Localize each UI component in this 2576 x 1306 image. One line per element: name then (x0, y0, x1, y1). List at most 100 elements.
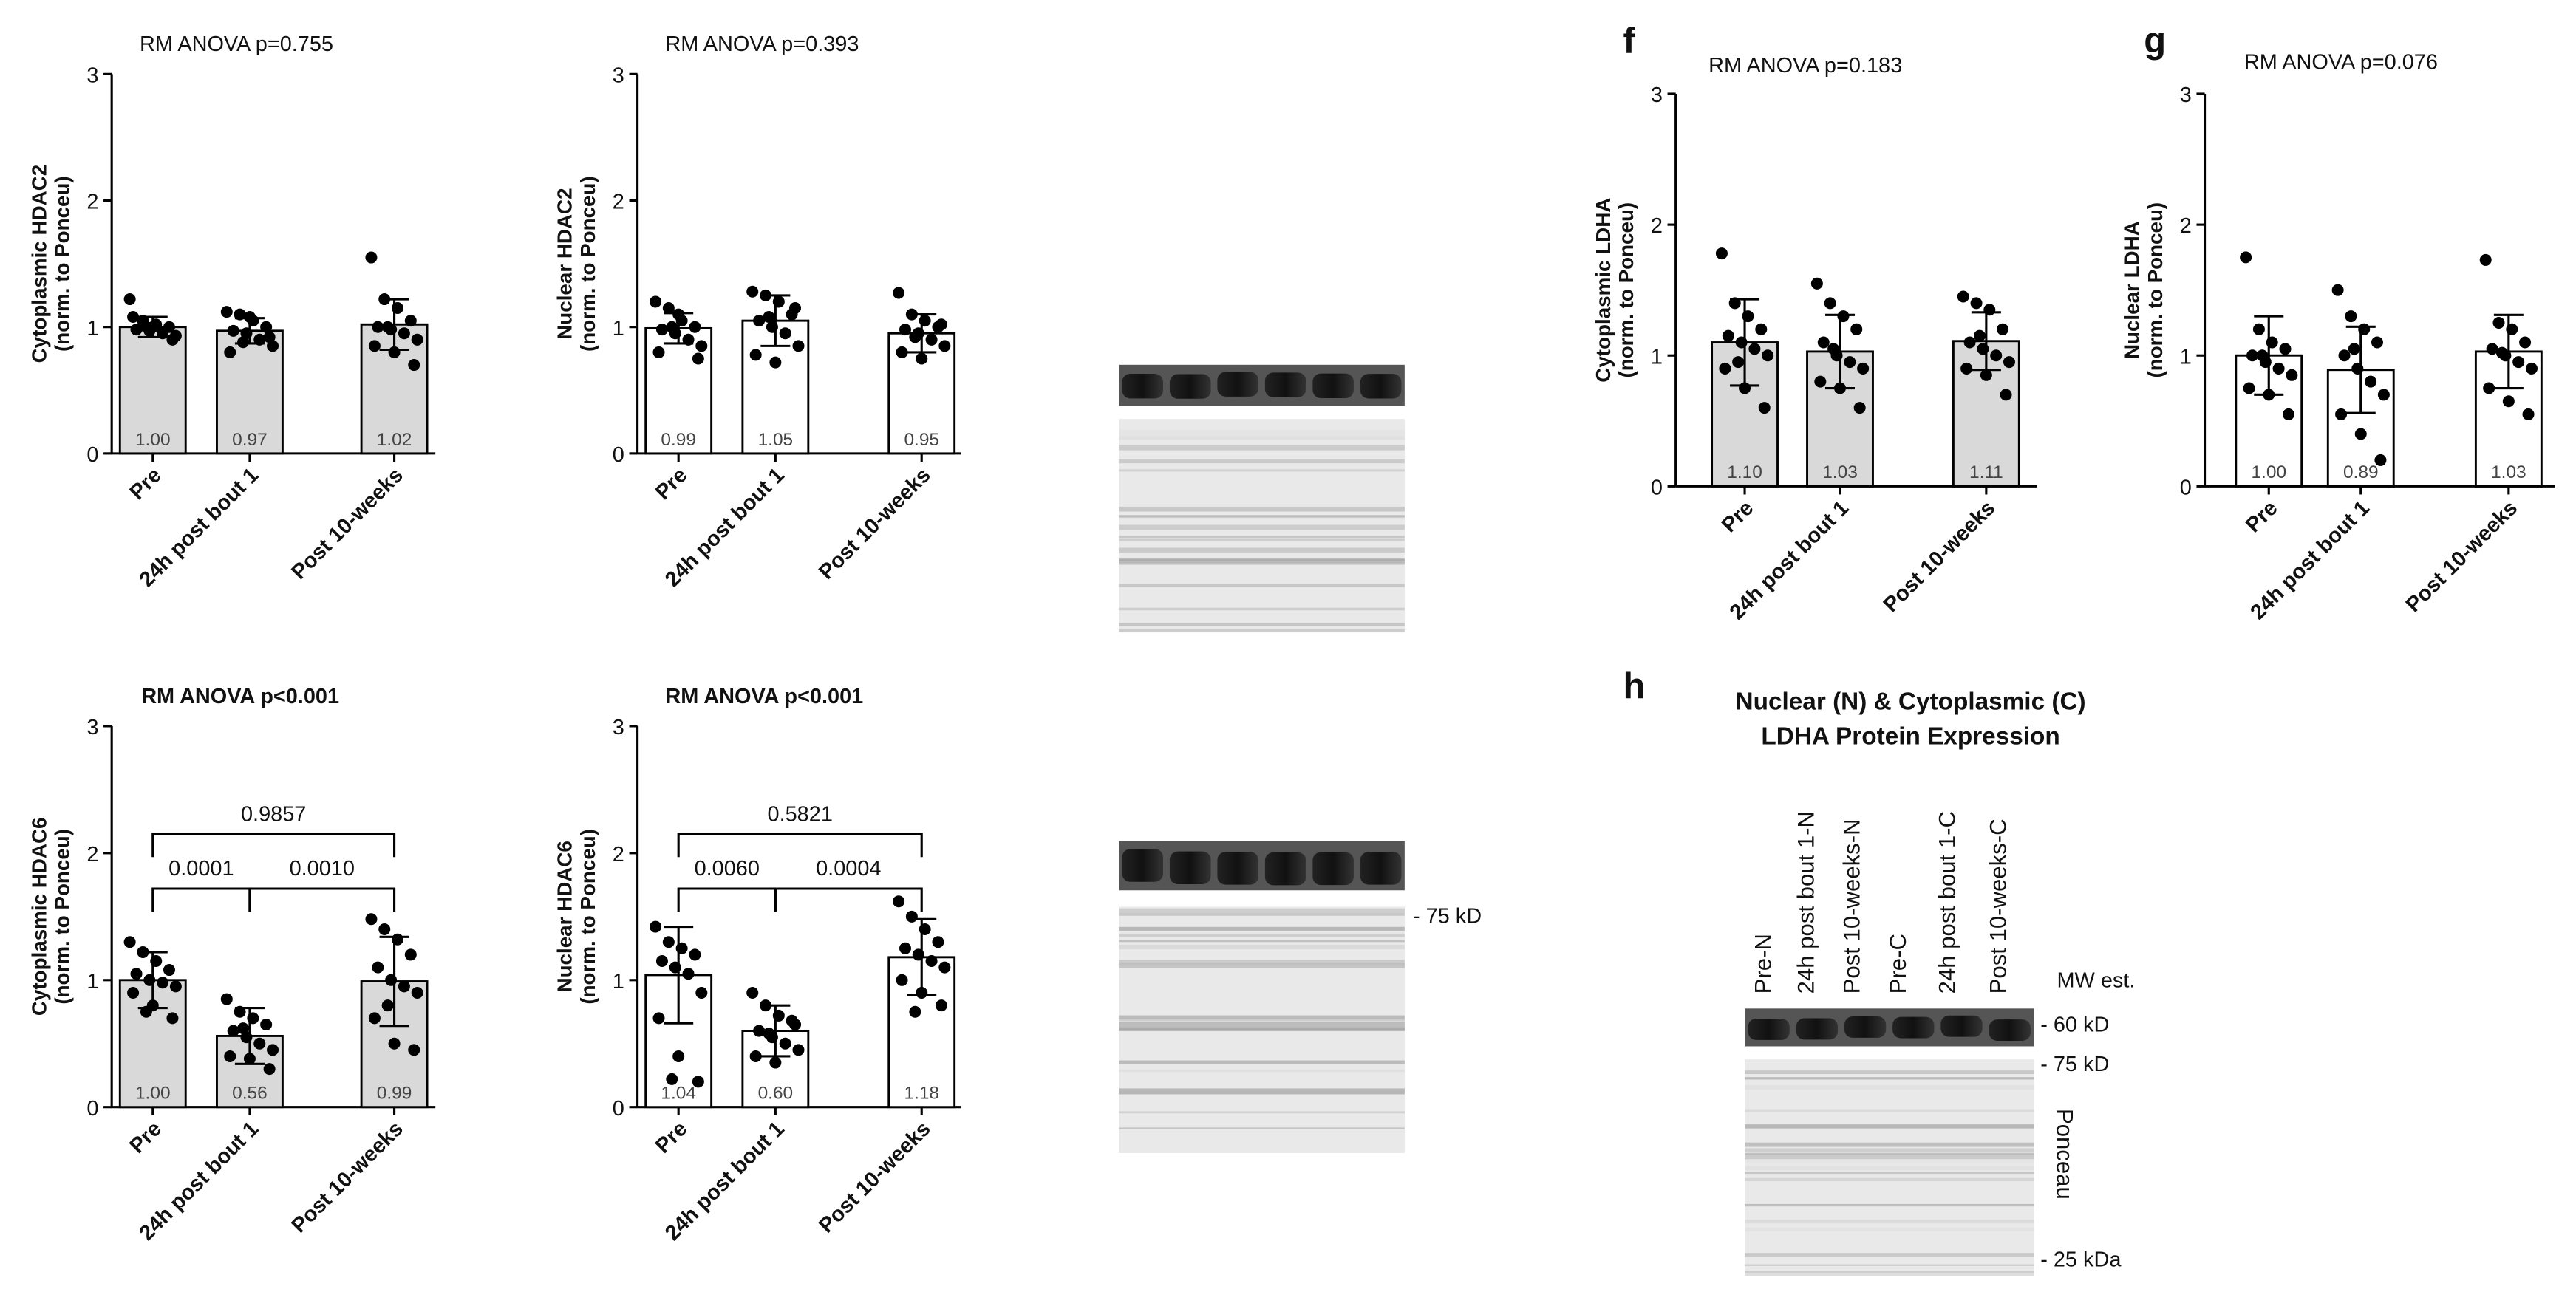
y-tick-label: 3 (86, 716, 98, 739)
y-tick-label: 1 (1651, 345, 1663, 369)
data-point (2345, 310, 2357, 323)
blot-band (1989, 1019, 2031, 1041)
y-axis-label: (norm. to Ponceu) (50, 829, 73, 1005)
data-point (2374, 454, 2387, 466)
significance-bracket (677, 833, 923, 858)
data-point (1762, 349, 1774, 362)
value-label: 1.04 (661, 1084, 696, 1104)
data-point (769, 1056, 782, 1069)
data-point (652, 1012, 665, 1025)
y-axis-label: (norm. to Ponceu) (50, 176, 73, 352)
data-point (2335, 408, 2348, 420)
data-point (2377, 389, 2390, 401)
x-tick-label: Post 10-weeks (2402, 496, 2522, 617)
data-point (2338, 349, 2351, 362)
data-point (1957, 290, 1969, 303)
y-tick-label: 1 (86, 970, 98, 994)
data-point (662, 936, 675, 948)
ponceau-line (1745, 1085, 2034, 1090)
significance-bracket (151, 833, 396, 858)
data-point (650, 295, 662, 308)
data-point (220, 306, 233, 318)
x-tick-label: Post 10-weeks (287, 1117, 407, 1237)
x-tick-label: Pre (125, 1117, 166, 1158)
error-bar (1824, 313, 1856, 390)
significance-bracket (151, 887, 251, 912)
data-point (896, 974, 908, 986)
ponceau-line (1119, 1088, 1405, 1095)
data-point (163, 964, 175, 977)
data-point (404, 948, 417, 961)
value-label: 0.95 (904, 430, 939, 450)
mw-marker: - 25 kDa (2040, 1248, 2122, 1271)
ponceau-line (1119, 960, 1405, 965)
ponceau-line (1119, 607, 1405, 611)
data-point (2492, 316, 2505, 329)
data-point (2495, 346, 2508, 359)
y-tick-label: 2 (86, 843, 98, 866)
ponceau-line (1119, 429, 1405, 436)
data-point (169, 980, 182, 993)
ponceau-line (1745, 1142, 2034, 1147)
blot-band (1748, 1019, 1790, 1040)
ponceau-line (1119, 507, 1405, 512)
error-bar (379, 935, 409, 1028)
ponceau-line (1745, 1157, 2034, 1163)
x-tick-label: Pre (125, 463, 166, 505)
data-point (408, 1044, 420, 1056)
data-point (2371, 336, 2383, 349)
blot-band (1217, 852, 1258, 885)
data-point (1732, 356, 1745, 369)
value-label: 0.99 (661, 430, 696, 450)
data-point (2354, 428, 2367, 440)
data-point (2286, 369, 2298, 381)
data-point (692, 1076, 704, 1088)
blots (1119, 364, 2034, 1276)
data-point (1980, 369, 1992, 381)
y-tick-label: 0 (613, 443, 624, 467)
data-point (779, 327, 791, 340)
data-point (378, 923, 391, 936)
ponceau-line (1119, 562, 1405, 565)
ponceau-line (1119, 1022, 1405, 1028)
data-point (1850, 323, 1863, 335)
data-point (1719, 362, 1731, 375)
data-point (909, 1005, 921, 1018)
data-point (166, 1012, 179, 1025)
data-point (655, 954, 668, 968)
blot-band-strip (1119, 841, 1405, 891)
y-tick-label: 1 (613, 970, 624, 994)
value-label: 1.03 (2491, 462, 2526, 482)
lane-label: Pre-N (1751, 934, 1776, 994)
data-point (935, 999, 947, 1012)
data-point (2256, 349, 2269, 362)
data-point (253, 1037, 266, 1050)
data-point (2003, 356, 2015, 369)
value-label: 0.99 (377, 1084, 412, 1104)
lane-label: Post 10-weeks-N (1839, 818, 1865, 994)
chart-title: RM ANOVA p<0.001 (141, 685, 339, 708)
data-point (672, 1050, 685, 1062)
blot-band (1360, 374, 1402, 399)
ponceau-line (1745, 1077, 2034, 1080)
ponceau-line (1119, 547, 1405, 553)
lane-label: 24h post bout 1-N (1793, 811, 1819, 994)
value-label: 1.05 (758, 430, 794, 450)
ponceau-line (1119, 536, 1405, 539)
blot-title: LDHA Protein Expression (1761, 722, 2059, 750)
data-point (368, 340, 381, 352)
data-point (689, 321, 701, 333)
ponceau-line (1119, 524, 1405, 530)
p-value-label: 0.5821 (768, 802, 833, 826)
y-tick-label: 1 (2180, 345, 2192, 369)
y-axis-label: Nuclear HDAC2 (553, 188, 576, 339)
ponceau-line (1745, 1154, 2034, 1159)
data-point (1715, 247, 1728, 260)
x-tick-label: Pre (2241, 496, 2283, 538)
ponceau-line (1745, 1070, 2034, 1075)
ponceau-line (1745, 1220, 2034, 1224)
data-point (899, 324, 911, 336)
error-bar (1971, 311, 2001, 372)
y-tick-label: 3 (2180, 83, 2192, 107)
error-bar (2254, 315, 2284, 396)
